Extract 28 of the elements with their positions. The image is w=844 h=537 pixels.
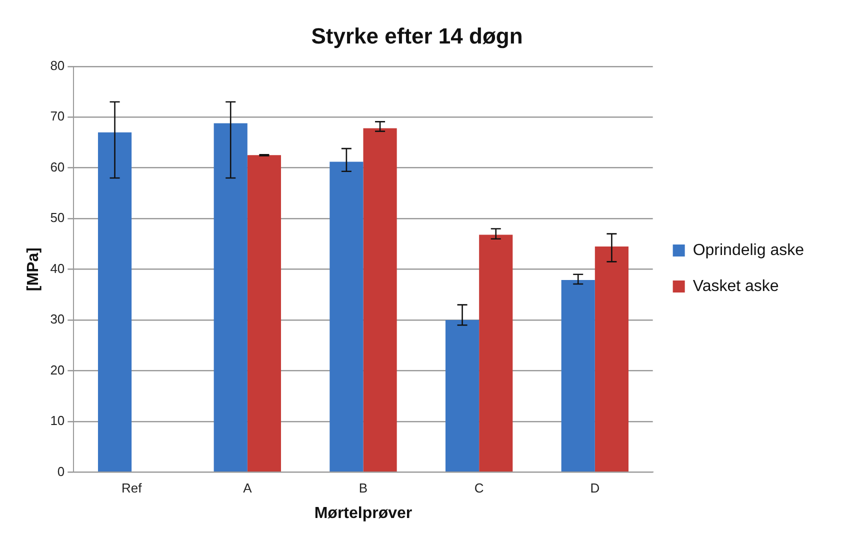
bar [445,320,480,472]
bar [247,155,281,472]
x-axis-title: Mørtelprøver [314,504,412,522]
y-tick-label: 10 [50,413,65,428]
legend-label: Oprindelig aske [692,242,804,259]
y-axis-title: [MPa] [25,248,42,292]
x-tick-label: A [243,480,252,496]
x-tick-label: D [590,480,600,496]
bar [479,234,513,472]
y-tick-label: 60 [50,159,65,174]
x-tick-label: C [474,480,484,496]
legend-label: Vasket aske [692,278,779,295]
bar [98,132,132,472]
y-tick-label: 0 [57,464,65,479]
y-tick-label: 40 [50,260,65,276]
y-tick-label: 30 [50,312,65,327]
y-tick-label: 20 [50,362,65,378]
bar [363,128,397,472]
bar [330,162,364,472]
bar [214,123,248,472]
bar [594,246,629,472]
y-tick-label: 80 [50,58,65,73]
y-tick-label: 50 [50,210,65,226]
x-tick-label: B [358,480,368,496]
y-tick-label: 70 [50,108,65,124]
bar [561,280,595,472]
chart-title: Styrke efter 14 døgn [311,23,523,48]
x-tick-label: Ref [121,480,142,496]
